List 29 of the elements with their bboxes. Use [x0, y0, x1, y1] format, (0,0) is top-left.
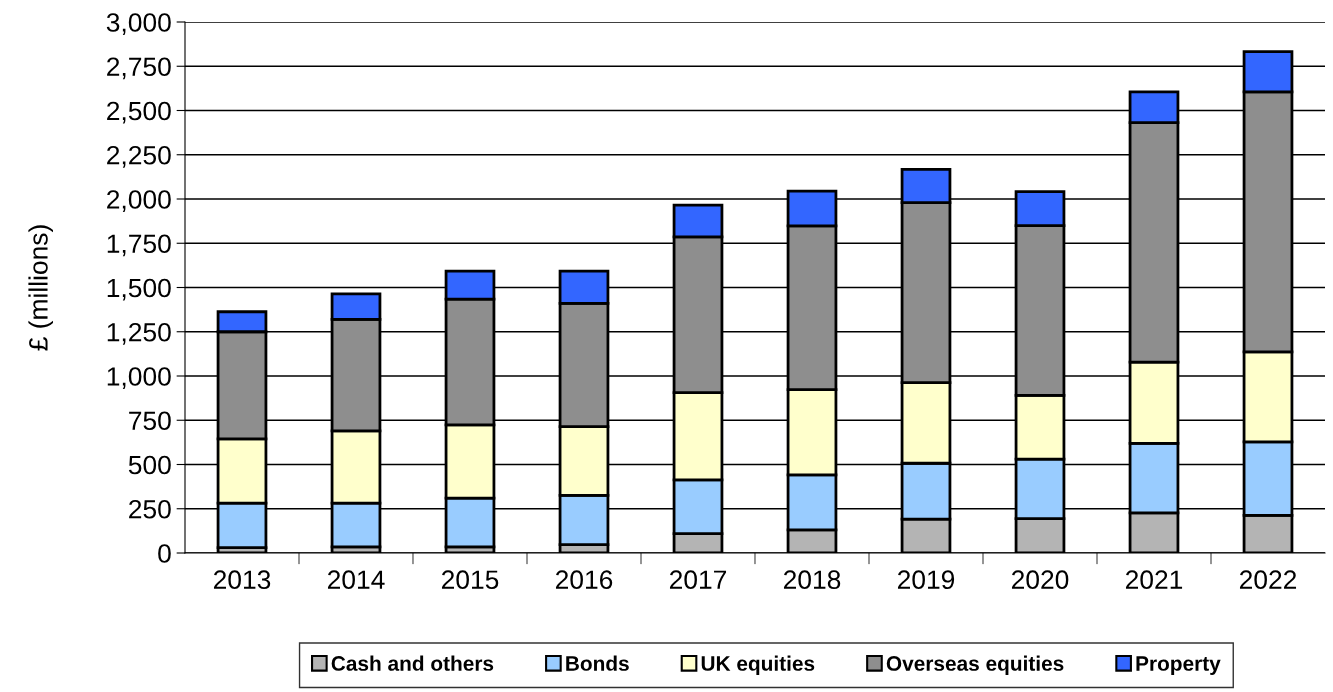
- y-tick-label: 1,750: [107, 234, 171, 257]
- x-tick-label: 2020: [1011, 570, 1069, 590]
- legend-label: Property: [1136, 656, 1221, 675]
- legend-label: Cash and others: [331, 655, 494, 671]
- y-tick-label: 2,750: [107, 57, 171, 80]
- y-tick-label: 2,250: [107, 145, 171, 168]
- x-tick-label: 2013: [213, 570, 271, 590]
- y-axis-title: £ (millions): [28, 225, 53, 351]
- x-tick-label: 2022: [1239, 570, 1297, 590]
- x-tick-label: 2016: [555, 570, 613, 590]
- x-tick-label: 2015: [441, 570, 499, 590]
- x-tick-label: 2018: [783, 570, 841, 590]
- x-tick-label: 2019: [897, 570, 955, 590]
- y-tick-label: 500: [128, 455, 171, 475]
- y-tick-label: 0: [158, 544, 171, 563]
- legend-label: Overseas equities: [886, 655, 1064, 675]
- x-tick-label: 2014: [327, 570, 385, 590]
- y-tick-label: 1,250: [107, 322, 171, 345]
- y-tick-label: 1,500: [107, 278, 171, 301]
- legend-label: UK equities: [701, 655, 815, 675]
- y-tick-label: 2,000: [107, 190, 171, 212]
- y-tick-label: 250: [129, 499, 171, 519]
- y-tick-label: 2,500: [107, 101, 171, 124]
- x-tick-label: 2021: [1125, 570, 1183, 590]
- x-tick-label: 2017: [669, 570, 727, 590]
- y-tick-label: 1,000: [107, 367, 171, 389]
- y-tick-label: 750: [129, 411, 171, 431]
- legend-label: Bonds: [566, 655, 629, 671]
- y-tick-label: 3,000: [106, 13, 171, 35]
